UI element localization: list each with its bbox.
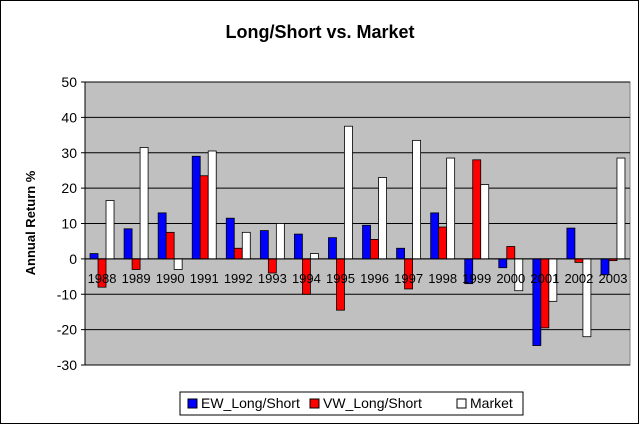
bar-vw-long-short-1991 <box>199 175 209 260</box>
bar-ew-long-short-1991 <box>191 155 201 260</box>
bar-market-1992 <box>241 231 251 260</box>
bar-market-2003 <box>616 157 626 260</box>
y-tick-label: -10 <box>57 286 77 302</box>
y-tick-label: 40 <box>61 109 77 125</box>
bar-market-1999 <box>480 184 490 260</box>
x-tick-label: 2000 <box>496 271 525 286</box>
legend-swatch <box>187 398 198 409</box>
bar-vw-long-short-1989 <box>131 258 141 270</box>
bar-vw-long-short-1990 <box>165 231 175 260</box>
bar-vw-long-short-1996 <box>370 239 379 260</box>
x-tick-label: 1999 <box>462 271 491 286</box>
bars <box>85 125 630 346</box>
bar-market-1997 <box>412 139 421 260</box>
x-tick-labels: 1988 1989 1990 1991 1992 1993 1994 1995 1996 1997… <box>88 271 628 286</box>
bar-ew-long-short-1995 <box>328 237 337 260</box>
bar-ew-long-short-1997 <box>396 247 405 260</box>
y-tick-label: 50 <box>61 74 77 90</box>
y-tick-label: -20 <box>57 322 77 338</box>
y-tick-label: 10 <box>61 216 77 232</box>
x-tick-label: 1996 <box>360 271 389 286</box>
x-tick-label: 1988 <box>88 271 117 286</box>
x-tick-label: 1998 <box>428 271 457 286</box>
y-tick-labels: 50 40 30 20 10 0 -10 -20 -30 <box>57 74 77 373</box>
bar-ew-long-short-1993 <box>259 230 269 260</box>
bar-ew-long-short-1998 <box>430 212 440 260</box>
bar-vw-long-short-2000 <box>506 246 516 260</box>
bar-market-1990 <box>173 258 183 270</box>
y-tick-label: 0 <box>69 251 77 267</box>
bar-vw-long-short-2002 <box>574 258 584 263</box>
bar-vw-long-short-1992 <box>233 247 243 260</box>
y-tick-label: 30 <box>61 145 77 161</box>
x-tick-label: 1995 <box>326 271 355 286</box>
bar-vw-long-short-1998 <box>438 226 448 260</box>
legend-label: EW_Long/Short <box>201 395 300 411</box>
bar-market-1991 <box>207 150 217 260</box>
y-tick-label: 20 <box>61 180 77 196</box>
x-tick-label: 1997 <box>394 271 423 286</box>
x-tick-label: 1994 <box>292 271 321 286</box>
legend-label: VW_Long/Short <box>323 395 422 411</box>
y-tick-label: -30 <box>57 357 77 373</box>
chart-title: Long/Short vs. Market <box>225 22 414 42</box>
x-tick-label: 1993 <box>258 271 287 286</box>
bar-vw-long-short-1999 <box>472 159 482 260</box>
legend-swatch <box>456 398 467 409</box>
bar-market-1989 <box>139 147 149 260</box>
x-tick-label: 2003 <box>599 271 628 286</box>
legend-items: EW_Long/Short VW_Long/Short Market <box>187 395 513 411</box>
x-tick-label: 2002 <box>564 271 593 286</box>
x-tick-label: 1991 <box>190 271 219 286</box>
bar-ew-long-short-1994 <box>294 233 303 260</box>
legend-swatch <box>309 398 320 409</box>
bar-market-1996 <box>378 177 387 260</box>
x-tick-label: 1992 <box>224 271 253 286</box>
bar-ew-long-short-1989 <box>123 228 133 260</box>
x-tick-label: 1989 <box>122 271 151 286</box>
bar-ew-long-short-2002 <box>566 227 576 260</box>
bar-market-1993 <box>275 223 285 260</box>
bar-ew-long-short-1992 <box>225 217 235 260</box>
x-tick-label: 1990 <box>156 271 185 286</box>
bar-vw-long-short-2001 <box>540 258 550 329</box>
bar-market-1988 <box>105 200 115 260</box>
legend-label: Market <box>470 395 513 411</box>
bar-ew-long-short-1988 <box>89 253 99 260</box>
bar-market-1995 <box>344 125 353 260</box>
bar-market-1998 <box>446 157 456 260</box>
y-axis-label: Annual Return % <box>23 170 38 275</box>
bar-ew-long-short-1990 <box>157 212 167 260</box>
bar-ew-long-short-2000 <box>498 258 508 269</box>
legend <box>179 391 524 416</box>
bar-market-1994 <box>310 253 319 260</box>
x-tick-label: 2001 <box>530 271 559 286</box>
bar-ew-long-short-1996 <box>362 224 371 260</box>
